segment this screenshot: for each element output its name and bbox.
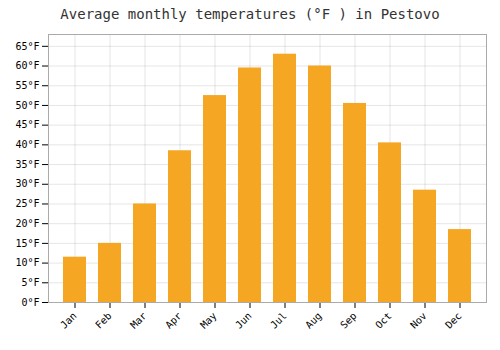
svg-text:Oct: Oct [373,310,394,331]
svg-text:35°F: 35°F [15,159,39,170]
svg-text:20°F: 20°F [15,218,39,229]
svg-text:30°F: 30°F [15,178,39,189]
svg-text:May: May [198,310,219,331]
svg-text:10°F: 10°F [15,257,39,268]
svg-text:40°F: 40°F [15,139,39,150]
svg-text:Jan: Jan [58,310,79,331]
svg-text:55°F: 55°F [15,80,39,91]
svg-text:15°F: 15°F [15,238,39,249]
svg-text:Dec: Dec [443,310,464,331]
svg-text:0°F: 0°F [21,297,39,308]
svg-text:45°F: 45°F [15,119,39,130]
svg-text:Apr: Apr [163,310,184,331]
svg-text:65°F: 65°F [15,41,39,52]
svg-text:60°F: 60°F [15,60,39,71]
svg-text:Mar: Mar [128,310,149,331]
svg-text:Jul: Jul [268,310,289,331]
svg-text:5°F: 5°F [21,277,39,288]
svg-text:Jun: Jun [233,310,254,331]
svg-text:Sep: Sep [338,310,359,331]
svg-text:Feb: Feb [93,310,114,331]
svg-text:50°F: 50°F [15,100,39,111]
svg-text:Aug: Aug [303,310,324,331]
svg-text:25°F: 25°F [15,198,39,209]
svg-text:Nov: Nov [408,310,429,331]
html-text:Average monthly temperatures (: Average monthly temperatures (°F ) in Pe… [60,6,440,22]
